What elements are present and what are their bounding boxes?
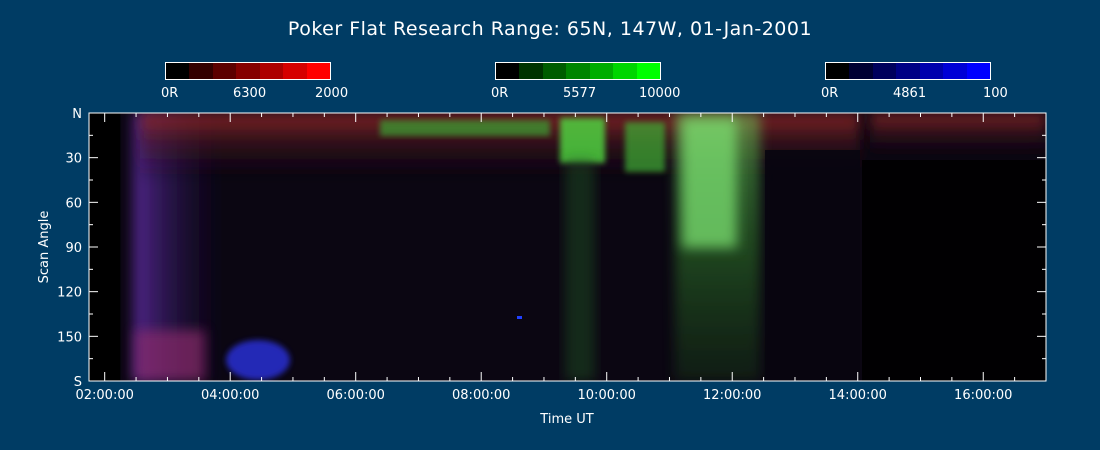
y-axis-title: Scan Angle [37, 211, 52, 284]
y-tick-label: 120 [57, 286, 82, 301]
y-tick-label: N [72, 107, 82, 122]
colorbar-green-min: 0R [491, 86, 509, 101]
colorbar-green-wavelength: 5577 [563, 86, 597, 101]
red-band-top-right [870, 113, 1046, 158]
green-arc-3 [625, 122, 665, 172]
y-tick-label: 90 [65, 241, 82, 256]
x-tick-label: 08:00:00 [452, 388, 510, 403]
colorbar-red-max: 2000 [315, 86, 349, 101]
green-core [682, 118, 737, 248]
x-tick-label: 14:00:00 [829, 388, 887, 403]
colorbar-red-min: 0R [161, 86, 179, 101]
y-tick-label: S [74, 375, 82, 390]
colorbar-blue-swatch [825, 62, 991, 80]
blue-patch [226, 340, 290, 380]
green-streak [565, 160, 595, 381]
colorbar-red-wavelength: 6300 [233, 86, 267, 101]
blue-dot [517, 316, 522, 319]
colorbar-blue-wavelength: 4861 [893, 86, 927, 101]
y-tick-label: 30 [65, 152, 82, 167]
colorbar-green-max: 10000 [639, 86, 681, 101]
colorbar-green-swatch [495, 62, 661, 80]
x-tick-label: 12:00:00 [703, 388, 761, 403]
low-red-emission [135, 330, 205, 381]
colorbar-blue-min: 0R [821, 86, 839, 101]
x-axis-title: Time UT [539, 412, 593, 427]
dark-section [765, 150, 860, 381]
x-axis: 02:00:00 04:00:00 06:00:00 08:00:00 10:00:00… [75, 113, 1047, 403]
y-tick-label: 60 [65, 196, 82, 211]
dark-right [862, 160, 1046, 381]
x-tick-label: 04:00:00 [201, 388, 259, 403]
chart-title: Poker Flat Research Range: 65N, 147W, 01… [287, 18, 813, 40]
y-tick-label: 150 [57, 330, 82, 345]
y-axis: N 30 60 90 120 150 S [57, 107, 1046, 390]
green-arc-2 [560, 118, 605, 163]
x-tick-label: 06:00:00 [327, 388, 385, 403]
x-tick-label: 16:00:00 [954, 388, 1012, 403]
keogram-image [89, 113, 1046, 381]
x-tick-label: 02:00:00 [75, 388, 133, 403]
colorbar-blue-max: 100 [983, 86, 1008, 101]
colorbar-red-swatch [165, 62, 331, 80]
green-arc-1 [380, 120, 550, 136]
x-tick-label: 10:00:00 [578, 388, 636, 403]
